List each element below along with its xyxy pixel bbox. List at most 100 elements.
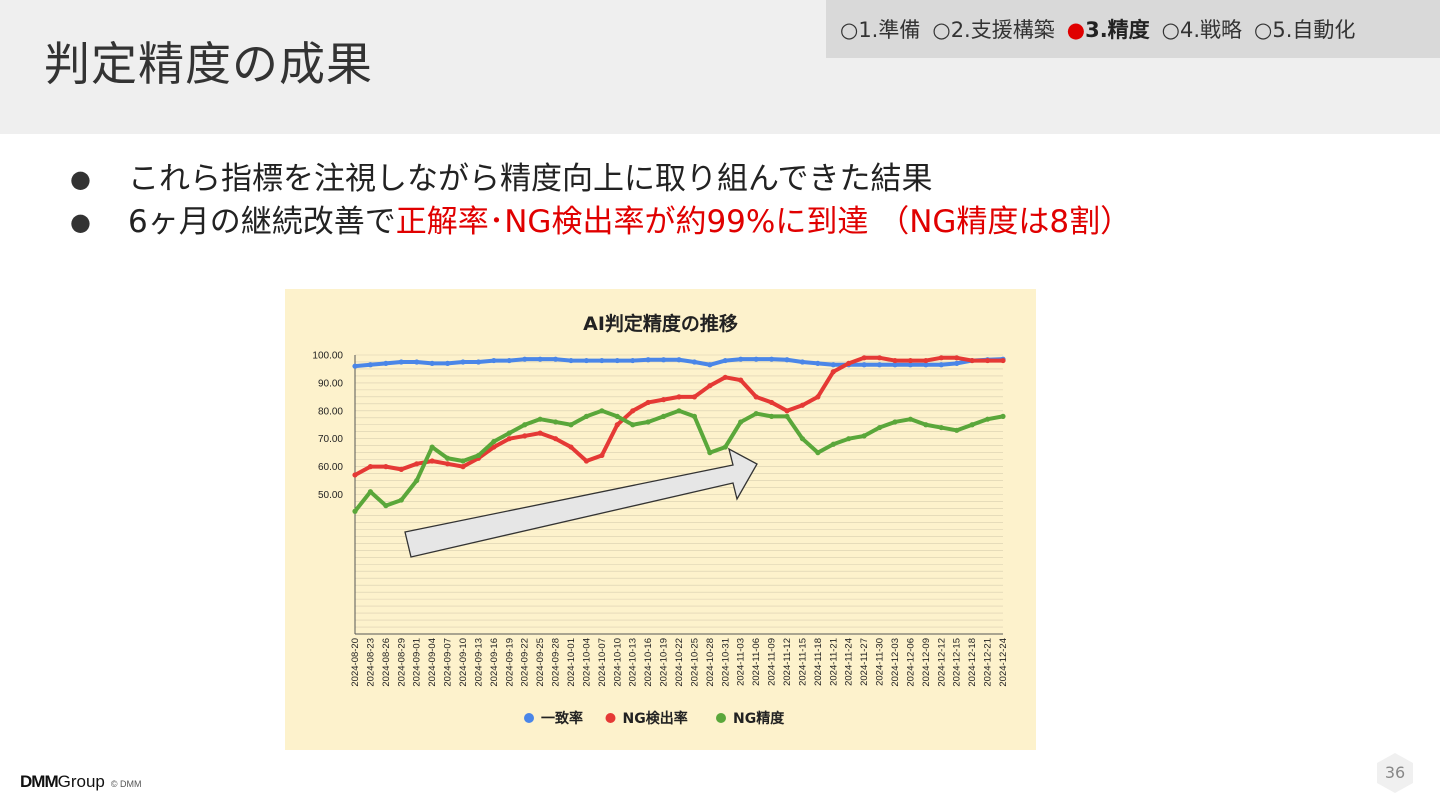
y-tick-label: 90.00 xyxy=(318,378,343,389)
data-point-1 xyxy=(506,436,512,442)
data-point-2 xyxy=(614,413,620,419)
data-point-0 xyxy=(738,356,744,362)
data-point-2 xyxy=(846,436,852,442)
nav-item-prep[interactable]: ○1.準備 xyxy=(840,18,921,42)
data-point-1 xyxy=(876,355,883,361)
x-tick-label: 2024-11-21 xyxy=(828,638,839,686)
data-point-0 xyxy=(568,357,574,364)
x-tick-label: 2024-10-07 xyxy=(597,638,608,687)
data-point-1 xyxy=(799,402,806,408)
x-tick-label: 2024-10-19 xyxy=(659,638,670,687)
x-tick-label: 2024-10-28 xyxy=(705,638,716,687)
active-dot-icon: ● xyxy=(1066,18,1086,42)
data-point-1 xyxy=(969,357,975,364)
data-point-2 xyxy=(444,455,451,461)
data-point-2 xyxy=(799,436,806,442)
bullet-text-2-highlight: 正解率･NG検出率が約99%に到達 （NG精度は8割） xyxy=(395,204,1132,240)
data-point-0 xyxy=(444,360,451,366)
x-tick-label: 2024-10-10 xyxy=(612,638,623,687)
data-point-1 xyxy=(738,377,744,383)
x-tick-label: 2024-10-04 xyxy=(581,638,592,687)
x-tick-label: 2024-10-01 xyxy=(566,638,577,687)
data-point-1 xyxy=(645,399,651,406)
x-tick-label: 2024-10-16 xyxy=(643,638,654,687)
data-point-0 xyxy=(876,362,883,368)
data-point-1 xyxy=(984,357,991,364)
data-point-0 xyxy=(537,356,543,362)
dmm-logo: DMMGroup © DMM xyxy=(20,772,142,792)
x-tick-label: 2024-11-30 xyxy=(875,638,886,686)
data-point-2 xyxy=(722,444,728,450)
data-point-1 xyxy=(830,369,836,375)
nav-item-accuracy-label: 3.精度 xyxy=(1085,18,1150,42)
data-point-1 xyxy=(907,357,914,364)
data-point-1 xyxy=(614,422,620,428)
data-point-2 xyxy=(568,422,574,428)
data-point-1 xyxy=(954,355,960,361)
nav-item-support[interactable]: ○2.支援構築 xyxy=(932,18,1055,42)
x-tick-label: 2024-09-22 xyxy=(520,638,531,687)
x-tick-label: 2024-10-31 xyxy=(720,638,731,687)
page-number-badge: 36 xyxy=(1374,752,1416,794)
x-tick-label: 2024-09-07 xyxy=(443,638,454,687)
data-point-2 xyxy=(414,477,420,484)
data-point-1 xyxy=(707,383,713,389)
legend-marker-icon xyxy=(524,713,534,723)
nav-item-automation[interactable]: ○5.自動化 xyxy=(1254,18,1356,42)
data-point-0 xyxy=(398,359,404,365)
data-point-2 xyxy=(969,422,975,428)
legend-marker-icon xyxy=(605,713,616,723)
data-point-2 xyxy=(537,416,543,422)
header-band: 判定精度の成果 ○1.準備 ○2.支援構築 ●3.精度 ○4.戦略 ○5.自動化 xyxy=(0,0,1440,134)
data-point-0 xyxy=(599,357,605,364)
legend-label: NG精度 xyxy=(733,710,785,727)
data-point-1 xyxy=(522,433,528,439)
data-point-0 xyxy=(954,360,960,366)
data-point-1 xyxy=(660,397,667,403)
data-point-2 xyxy=(630,422,636,428)
x-tick-label: 2024-11-06 xyxy=(751,638,762,686)
x-tick-label: 2024-11-12 xyxy=(782,638,793,686)
nav-item-accuracy[interactable]: ●3.精度 xyxy=(1067,14,1150,44)
x-tick-label: 2024-09-01 xyxy=(412,638,423,687)
data-point-2 xyxy=(475,452,482,459)
x-tick-label: 2024-08-23 xyxy=(365,638,376,687)
data-point-2 xyxy=(506,430,512,436)
x-tick-label: 2024-11-24 xyxy=(844,638,855,686)
data-point-2 xyxy=(522,422,528,428)
data-point-0 xyxy=(815,360,821,366)
data-point-0 xyxy=(768,356,775,362)
data-point-2 xyxy=(491,438,497,445)
data-point-0 xyxy=(383,360,389,366)
data-point-1 xyxy=(414,461,420,467)
data-point-1 xyxy=(861,355,867,361)
data-point-1 xyxy=(938,355,944,361)
data-point-1 xyxy=(429,458,435,464)
data-point-1 xyxy=(722,374,728,380)
data-point-0 xyxy=(352,363,358,369)
x-tick-label: 2024-10-25 xyxy=(689,638,700,687)
data-point-2 xyxy=(552,419,559,425)
bullet-text-1: これら指標を注視しながら精度向上に取り組んできた結果 xyxy=(128,161,933,197)
x-tick-label: 2024-12-06 xyxy=(905,638,916,687)
bullet-dot-icon: ● xyxy=(70,165,91,193)
data-point-1 xyxy=(367,464,374,470)
data-point-2 xyxy=(676,408,682,414)
x-tick-label: 2024-12-24 xyxy=(998,638,1009,687)
series-line-2 xyxy=(353,408,1004,513)
data-point-1 xyxy=(923,357,929,364)
x-tick-label: 2024-09-13 xyxy=(473,638,484,687)
data-point-1 xyxy=(383,464,389,470)
data-point-0 xyxy=(522,356,528,362)
bullet-text-2: 6ヶ月の継続改善で xyxy=(128,204,396,240)
x-tick-label: 2024-08-29 xyxy=(396,638,407,687)
data-point-0 xyxy=(660,357,667,363)
data-point-2 xyxy=(753,410,759,417)
nav-item-strategy[interactable]: ○4.戦略 xyxy=(1161,18,1243,42)
x-tick-label: 2024-11-15 xyxy=(797,638,808,686)
x-tick-label: 2024-12-15 xyxy=(952,638,963,687)
bullet-dot-icon: ● xyxy=(70,208,91,236)
section-nav: ○1.準備 ○2.支援構築 ●3.精度 ○4.戦略 ○5.自動化 xyxy=(826,0,1440,58)
page-number: 36 xyxy=(1384,763,1406,782)
x-tick-label: 2024-11-18 xyxy=(813,638,824,686)
